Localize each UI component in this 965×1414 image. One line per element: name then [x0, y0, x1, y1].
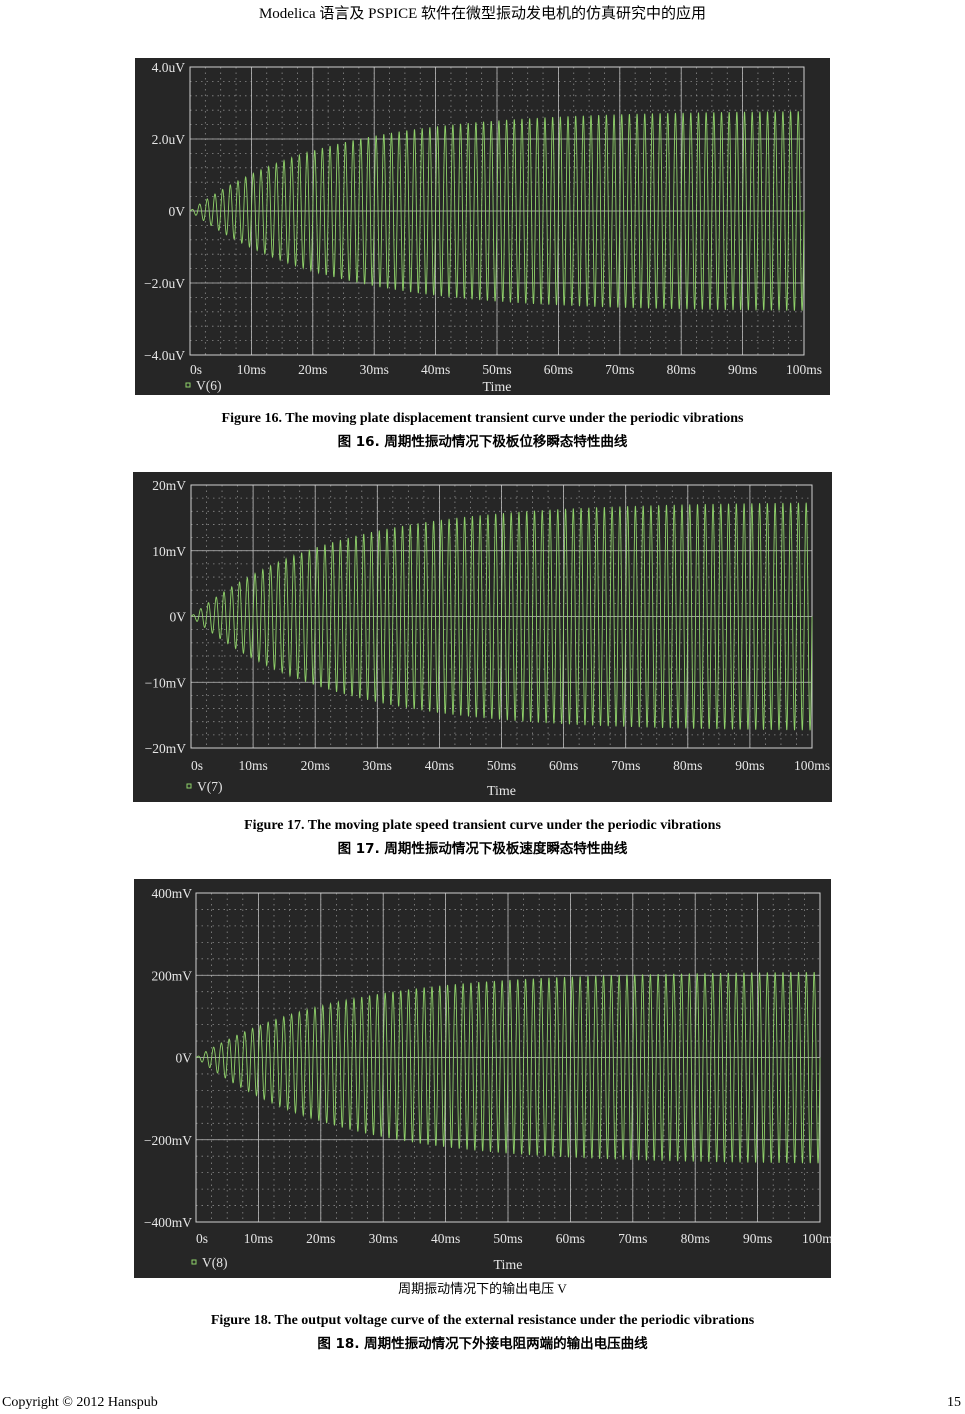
x-tick-label: 60ms: [556, 1231, 585, 1246]
x-axis-label: Time: [487, 784, 516, 799]
x-tick-label: 30ms: [363, 758, 392, 773]
chart-svg: 400mV 200mV 0V −200mV −400mV 0s 10ms 20ms 30ms 40…: [144, 886, 831, 1273]
x-tick-label: 80ms: [673, 758, 702, 773]
figure-16-chart: 4.0uV 2.0uV 0V −2.0uV −4.0uV 0s 10ms 20ms 30ms 40…: [135, 58, 830, 395]
legend-marker: [191, 1259, 197, 1265]
x-tick-label: 90ms: [735, 758, 764, 773]
y-tick-label: −200mV: [144, 1133, 192, 1148]
series-line-V(8): [195, 972, 821, 1164]
legend-label: V(8): [202, 1255, 228, 1270]
footer-copyright: Copyright © 2012 Hanspub: [2, 1395, 158, 1410]
x-tick-label: 70ms: [618, 1231, 647, 1246]
x-tick-label: 70ms: [611, 758, 640, 773]
x-tick-label: 10ms: [238, 758, 267, 773]
x-tick-label: 20ms: [301, 758, 330, 773]
figure-16-caption-en: Figure 16. The moving plate displacement…: [221, 411, 744, 426]
x-tick-label: 40ms: [421, 362, 450, 377]
x-tick-label: 30ms: [369, 1231, 398, 1246]
legend-marker: [186, 783, 192, 789]
y-tick-label: 400mV: [152, 886, 193, 901]
y-tick-label: 0V: [170, 610, 187, 625]
y-tick-label: −2.0uV: [144, 276, 185, 291]
x-tick-label: 30ms: [360, 362, 389, 377]
running-header: Modelica 语言及 PSPICE 软件在微型振动发电机的仿真研究中的应用: [258, 6, 707, 22]
y-tick-label: 4.0uV: [152, 60, 186, 75]
x-tick-label: 0s: [196, 1231, 208, 1246]
chart-svg: 4.0uV 2.0uV 0V −2.0uV −4.0uV 0s 10ms 20ms 30ms 40…: [144, 60, 822, 395]
x-tick-label: 50ms: [482, 362, 511, 377]
series-line-V(6): [189, 111, 805, 311]
figure-18-caption-cn: 图 18. 周期性振动情况下外接电阻两端的输出电压曲线: [317, 1336, 648, 1352]
y-tick-label: 0V: [176, 1051, 193, 1066]
y-tick-label: −10mV: [145, 675, 187, 690]
x-tick-label: 10ms: [237, 362, 266, 377]
figure-18-caption-en: Figure 18. The output voltage curve of t…: [210, 1313, 755, 1328]
x-tick-label: 0s: [190, 362, 202, 377]
x-tick-label: 80ms: [667, 362, 696, 377]
x-tick-label: 60ms: [549, 758, 578, 773]
x-tick-label: 50ms: [487, 758, 516, 773]
y-tick-label: 200mV: [152, 968, 193, 983]
x-tick-label: 20ms: [298, 362, 327, 377]
y-tick-label: 20mV: [152, 478, 186, 493]
legend-label: V(7): [197, 779, 223, 794]
figure-18-note: 周期振动情况下的输出电压 V: [398, 1281, 567, 1296]
x-tick-label: 10ms: [244, 1231, 273, 1246]
x-tick-label: 100ms: [786, 362, 822, 377]
x-tick-label: 60ms: [544, 362, 573, 377]
x-tick-label: 0s: [191, 758, 203, 773]
y-tick-label: −4.0uV: [144, 348, 185, 363]
series-line-V(7): [190, 502, 813, 731]
x-tick-label: 90ms: [728, 362, 757, 377]
y-tick-label: 10mV: [152, 544, 186, 559]
figure-17-chart: 20mV 10mV 0V −10mV −20mV 0s 10ms 20ms 30ms 40ms 50…: [133, 472, 832, 802]
figure-18-chart: 400mV 200mV 0V −200mV −400mV 0s 10ms 20ms 30ms 40…: [134, 879, 831, 1278]
y-tick-label: 2.0uV: [152, 132, 186, 147]
legend-marker: [185, 382, 191, 388]
y-tick-label: −400mV: [144, 1215, 192, 1230]
x-tick-label: 70ms: [605, 362, 634, 377]
x-tick-label: 100ms: [802, 1231, 831, 1246]
x-tick-label: 40ms: [431, 1231, 460, 1246]
legend-label: V(6): [196, 378, 222, 393]
y-tick-label: 0V: [169, 204, 186, 219]
figure-16-caption-cn: 图 16. 周期性振动情况下极板位移瞬态特性曲线: [337, 434, 628, 450]
figure-17-caption-cn: 图 17. 周期性振动情况下极板速度瞬态特性曲线: [337, 841, 628, 857]
x-axis-label: Time: [482, 380, 511, 395]
x-tick-label: 80ms: [681, 1231, 710, 1246]
x-tick-label: 100ms: [794, 758, 830, 773]
chart-svg: 20mV 10mV 0V −10mV −20mV 0s 10ms 20ms 30ms 40ms 50…: [145, 478, 830, 799]
x-axis-label: Time: [493, 1258, 522, 1273]
x-tick-label: 50ms: [493, 1231, 522, 1246]
x-tick-label: 90ms: [743, 1231, 772, 1246]
x-tick-label: 20ms: [306, 1231, 335, 1246]
x-tick-label: 40ms: [425, 758, 454, 773]
page-number: 15: [947, 1395, 961, 1410]
figure-17-caption-en: Figure 17. The moving plate speed transi…: [244, 818, 721, 833]
y-tick-label: −20mV: [145, 741, 187, 756]
